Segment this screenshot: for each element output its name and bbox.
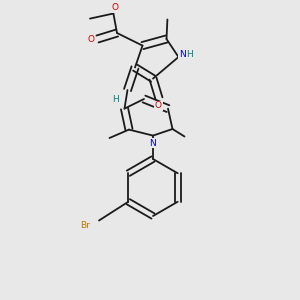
Text: O: O: [111, 3, 118, 12]
Text: O: O: [155, 101, 162, 110]
Text: N: N: [179, 50, 186, 59]
Text: O: O: [87, 34, 94, 43]
Text: Br: Br: [81, 221, 90, 230]
Text: N: N: [150, 139, 156, 148]
Text: H: H: [187, 50, 193, 59]
Text: H: H: [112, 95, 119, 104]
